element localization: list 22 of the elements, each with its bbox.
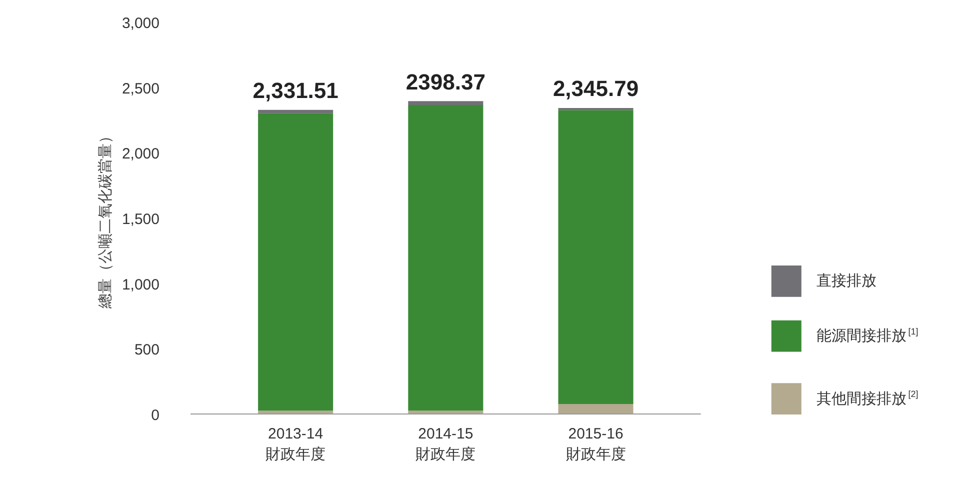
x-tick-label: 2013-14 財政年度 bbox=[266, 426, 326, 463]
y-tick-label: 500 bbox=[134, 342, 160, 359]
y-tick-label: 2,000 bbox=[122, 146, 160, 163]
total-label: 2398.37 bbox=[406, 69, 486, 94]
x-tick-label: 2015-16 財政年度 bbox=[566, 426, 626, 463]
y-tick-label: 1,000 bbox=[122, 276, 160, 294]
y-tick-label: 3,000 bbox=[122, 15, 160, 32]
bar bbox=[408, 101, 484, 106]
bar bbox=[558, 110, 634, 404]
total-label: 2,345.79 bbox=[552, 76, 639, 102]
y-axis-title: 總量（公噸二氧化碳當量） bbox=[96, 128, 114, 310]
x-tick-label: 2014-15 財政年度 bbox=[416, 426, 476, 463]
bar bbox=[258, 113, 334, 411]
y-tick-label: 0 bbox=[151, 407, 160, 424]
bar bbox=[408, 105, 484, 411]
bar bbox=[258, 110, 334, 114]
bar bbox=[558, 108, 634, 110]
bar bbox=[558, 404, 634, 414]
legend-label: 直接排放 bbox=[816, 272, 876, 290]
total-label: 2,331.51 bbox=[252, 78, 338, 104]
y-tick-label: 1,500 bbox=[122, 211, 160, 228]
y-tick-label: 2,500 bbox=[122, 80, 160, 98]
